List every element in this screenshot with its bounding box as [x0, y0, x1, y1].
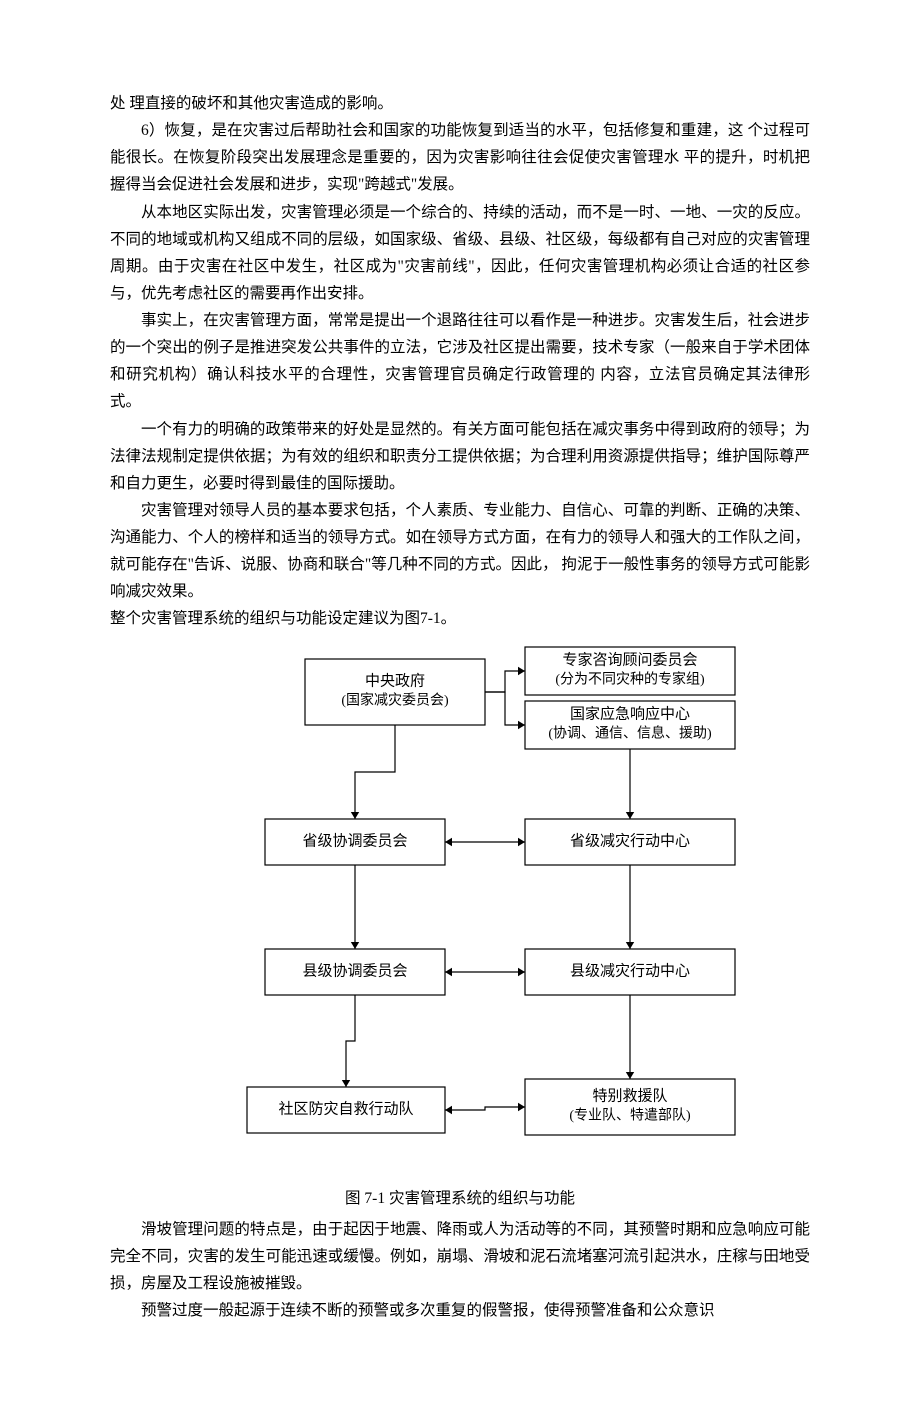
paragraph: 事实上，在灾害管理方面，常常是提出一个退路往往可以看作是一种进步。灾害发生后，社… — [110, 307, 810, 416]
svg-text:特别救援队: 特别救援队 — [592, 1087, 667, 1104]
paragraph: 预警过度一般起源于连续不断的预警或多次重复的假警报，使得预警准备和公众意识 — [110, 1297, 810, 1324]
svg-text:(协调、通信、信息、援助): (协调、通信、信息、援助) — [548, 724, 712, 741]
flowchart-svg: 中央政府 (国家减灾委员会) 专家咨询顾问委员会 (分为不同灾种的专家组) 国家应急响应… — [175, 639, 745, 1179]
svg-text:县级减灾行动中心: 县级减灾行动中心 — [570, 962, 690, 979]
svg-text:(国家减灾委员会): (国家减灾委员会) — [341, 691, 449, 708]
svg-text:省级减灾行动中心: 省级减灾行动中心 — [570, 832, 690, 849]
paragraph: 滑坡管理问题的特点是，由于起因于地震、降雨或人为活动等的不同，其预警时期和应急响… — [110, 1216, 810, 1297]
svg-text:(专业队、特遣部队): (专业队、特遣部队) — [569, 1107, 691, 1123]
svg-text:(分为不同灾种的专家组): (分为不同灾种的专家组) — [555, 670, 705, 687]
svg-text:中央政府: 中央政府 — [365, 672, 425, 689]
document-page: 处 理直接的破坏和其他灾害造成的影响。 6）恢复，是在灾害过后帮助社会和国家的功… — [0, 0, 920, 1404]
svg-text:专家咨询顾问委员会: 专家咨询顾问委员会 — [562, 651, 697, 668]
svg-text:社区防灾自救行动队: 社区防灾自救行动队 — [278, 1100, 413, 1117]
svg-text:省级协调委员会: 省级协调委员会 — [302, 832, 407, 849]
paragraph: 整个灾害管理系统的组织与功能设定建议为图7-1。 — [110, 605, 810, 632]
paragraph: 6）恢复，是在灾害过后帮助社会和国家的功能恢复到适当的水平，包括修复和重建，这 … — [110, 117, 810, 198]
paragraph: 灾害管理对领导人员的基本要求包括，个人素质、专业能力、自信心、可靠的判断、正确的… — [110, 497, 810, 606]
svg-text:县级协调委员会: 县级协调委员会 — [302, 962, 407, 979]
figure-caption: 图 7-1 灾害管理系统的组织与功能 — [110, 1185, 810, 1212]
svg-text:国家应急响应中心: 国家应急响应中心 — [570, 704, 690, 722]
paragraph: 从本地区实际出发，灾害管理必须是一个综合的、持续的活动，而不是一时、一地、一灾的… — [110, 199, 810, 308]
figure-7-1: 中央政府 (国家减灾委员会) 专家咨询顾问委员会 (分为不同灾种的专家组) 国家应急响应… — [110, 639, 810, 1179]
paragraph: 一个有力的明确的政策带来的好处是显然的。有关方面可能包括在减灾事务中得到政府的领… — [110, 416, 810, 497]
paragraph: 处 理直接的破坏和其他灾害造成的影响。 — [110, 90, 810, 117]
